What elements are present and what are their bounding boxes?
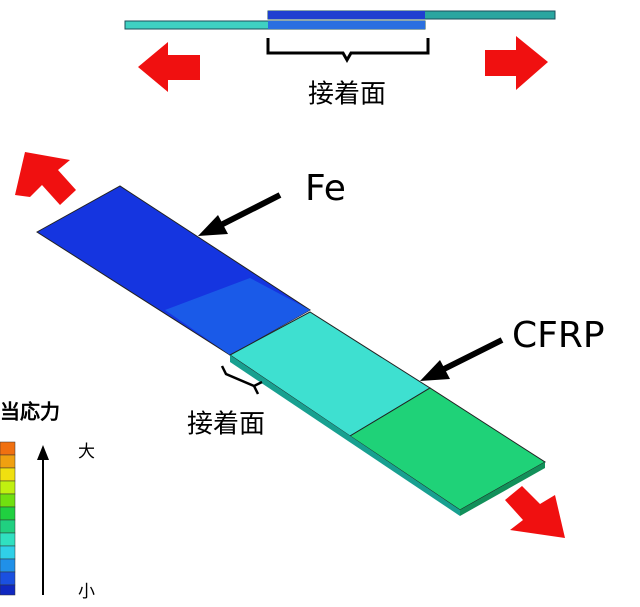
scale-cell	[0, 533, 15, 546]
legend-high: 大	[78, 442, 95, 462]
adhesive-label: 接着面	[187, 410, 265, 440]
fe-label: Fe	[305, 168, 346, 209]
model-view: Fe CFRP 接着面	[15, 152, 605, 538]
adhesive-label-top: 接着面	[308, 80, 386, 110]
pointer-fe	[215, 195, 280, 228]
legend: 当応力 大 小	[0, 400, 95, 603]
scale-cell	[0, 494, 15, 507]
color-scale	[0, 442, 15, 595]
cfrp-label: CFRP	[512, 315, 605, 356]
scale-cell	[0, 481, 15, 494]
scale-arrow-head	[37, 445, 49, 460]
legend-low: 小	[78, 582, 95, 602]
fe-overlap-side	[268, 11, 425, 19]
scale-cell	[0, 468, 15, 481]
scale-cell	[0, 455, 15, 468]
cfrp-overlap-side	[268, 21, 425, 29]
scale-cell	[0, 572, 15, 585]
scale-cell	[0, 585, 15, 595]
pull-arrow-left	[138, 42, 200, 92]
diagram: 接着面 Fe CFRP 接着面 当応力	[0, 0, 640, 607]
side-view: 接着面	[125, 11, 555, 110]
pull-arrow-upper	[15, 152, 76, 205]
scale-cell	[0, 442, 15, 455]
pointer-fe-head	[198, 215, 228, 236]
scale-cell	[0, 520, 15, 533]
pointer-cfrp	[438, 340, 502, 372]
bracket	[268, 38, 428, 60]
pointer-cfrp-head	[420, 360, 450, 381]
pull-arrow-lower	[505, 486, 565, 538]
scale-cell	[0, 507, 15, 520]
pull-arrow-right	[485, 36, 548, 90]
scale-cell	[0, 559, 15, 572]
legend-title: 当応力	[0, 400, 60, 424]
scale-cell	[0, 546, 15, 559]
